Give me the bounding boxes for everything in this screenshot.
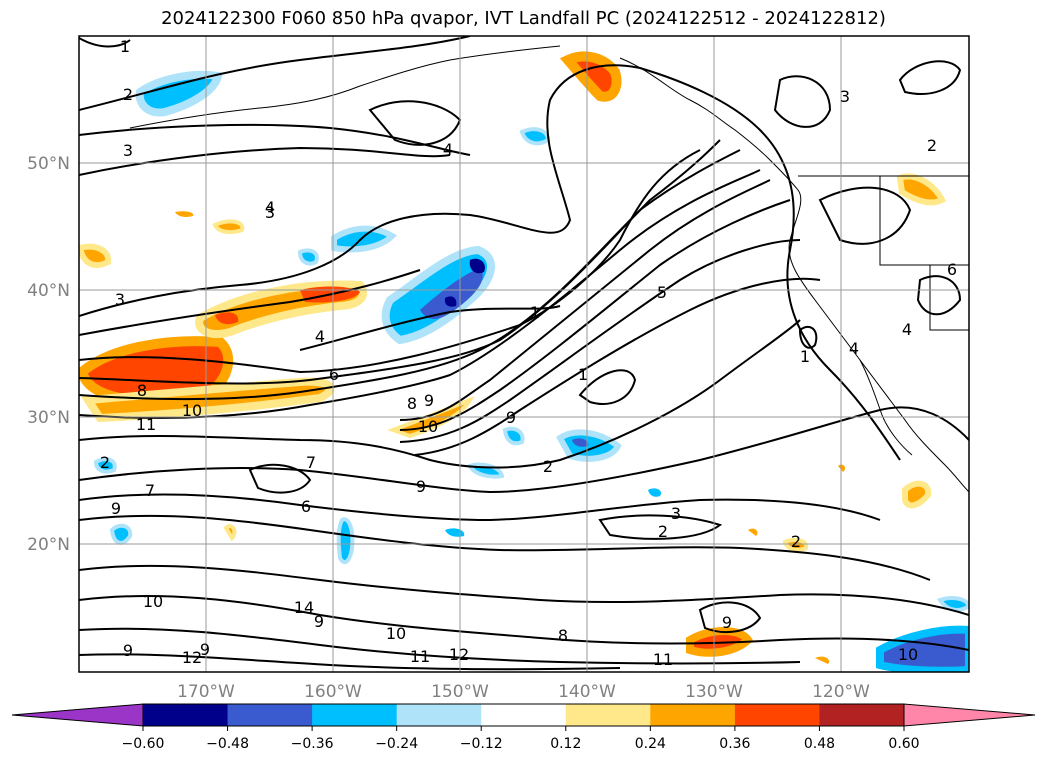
contour-label: 2 — [927, 136, 937, 155]
contour-label: 9 — [424, 391, 434, 410]
contour-label: 11 — [136, 415, 156, 434]
lon-label: 120°W — [812, 682, 870, 702]
latitude-labels: 50°N 40°N 30°N 20°N — [27, 154, 70, 555]
contour-label: 4 — [902, 320, 912, 339]
contour-label: 2 — [100, 453, 110, 472]
colorbar-extend-low — [11, 703, 144, 727]
colorbar-tick-label: 0.12 — [550, 736, 581, 752]
colorbar-segment — [565, 704, 651, 726]
colorbar-segment — [312, 704, 398, 726]
contour-label: 3 — [123, 141, 133, 160]
contour-label: 1 — [120, 37, 130, 56]
colorbar-segment — [227, 704, 313, 726]
colorbar-tick-label: 0.36 — [719, 736, 750, 752]
contour-label: 1 — [800, 347, 810, 366]
contour-label: 7 — [306, 453, 316, 472]
lon-label: 170°W — [177, 682, 235, 702]
contour-label: 3 — [671, 504, 681, 523]
contour-label: 2 — [543, 457, 553, 476]
contour-label: 4 — [849, 339, 859, 358]
contour-label: 10 — [182, 401, 202, 420]
colorbar-frame — [142, 703, 905, 727]
contour-label: 9 — [314, 612, 324, 631]
colorbar-segment — [734, 704, 820, 726]
lon-label: 130°W — [685, 682, 743, 702]
contour-label: 6 — [301, 497, 311, 516]
contour-label: 2 — [123, 85, 133, 104]
colorbar-tick-label: −0.24 — [375, 736, 418, 752]
contour-label: 3 — [115, 290, 125, 309]
contour-label: 9 — [416, 477, 426, 496]
contour-label: 2 — [658, 522, 668, 541]
colorbar-segment — [650, 704, 736, 726]
colorbar-segment — [396, 704, 482, 726]
colorbar-extend-high — [903, 703, 1036, 727]
colorbar-tick-label: 0.24 — [635, 736, 666, 752]
colorbar-tick-label: −0.36 — [291, 736, 334, 752]
contour-label: 9 — [111, 499, 121, 518]
colorbar — [11, 703, 1036, 727]
colorbar-ticks: −0.60 −0.48 −0.36 −0.24 −0.12 0.12 0.24 0.36 0.4… — [122, 726, 920, 752]
contour-label: 4 — [443, 140, 453, 159]
lat-label: 50°N — [27, 154, 70, 174]
contour-label: 8 — [558, 626, 568, 645]
ivt-contours — [79, 36, 969, 671]
contour-label: 6 — [947, 260, 957, 279]
colorbar-segment — [143, 704, 229, 726]
longitude-labels: 170°W 160°W 150°W 140°W 130°W 120°W — [177, 682, 870, 702]
map-title: 2024122300 F060 850 hPa qvapor, IVT Land… — [161, 8, 886, 29]
contour-label: 12 — [449, 645, 469, 664]
contour-label: 10 — [386, 624, 406, 643]
coastline — [129, 45, 969, 493]
contour-label: 12 — [182, 648, 202, 667]
colorbar-tick-label: 0.48 — [804, 736, 835, 752]
contour-label: 3 — [265, 203, 275, 222]
lon-label: 150°W — [431, 682, 489, 702]
contour-label: 8 — [407, 394, 417, 413]
gridlines — [79, 36, 969, 672]
lat-label: 40°N — [27, 281, 70, 301]
contour-label: 14 — [294, 598, 314, 617]
contour-label: 4 — [315, 327, 325, 346]
colorbar-tick-label: −0.12 — [460, 736, 503, 752]
contour-label: 2 — [791, 532, 801, 551]
qvapor-shading — [79, 51, 969, 672]
colorbar-tick-label: 0.60 — [888, 736, 919, 752]
contour-label: 9 — [506, 408, 516, 427]
lon-label: 140°W — [558, 682, 616, 702]
lon-label: 160°W — [304, 682, 362, 702]
contour-label: 9 — [722, 613, 732, 632]
contour-label: 1 — [578, 365, 588, 384]
contour-label: 9 — [200, 640, 210, 659]
colorbar-segment — [481, 704, 567, 726]
lat-label: 30°N — [27, 408, 70, 428]
contour-label: 3 — [840, 87, 850, 106]
contour-label: 9 — [123, 641, 133, 660]
contour-label: 11 — [653, 650, 673, 669]
colorbar-segment — [819, 704, 905, 726]
contour-label: 10 — [418, 417, 438, 436]
contour-label: 8 — [137, 381, 147, 400]
colorbar-tick-label: −0.60 — [122, 736, 165, 752]
contour-label: 10 — [898, 645, 918, 664]
contour-label: 1 — [530, 303, 540, 322]
map-frame — [78, 35, 970, 673]
contour-label: 7 — [145, 481, 155, 500]
contour-label: 5 — [657, 283, 667, 302]
contour-label: 11 — [410, 647, 430, 666]
contour-label: 4 — [265, 198, 275, 217]
contour-label: 10 — [143, 592, 163, 611]
lat-label: 20°N — [27, 535, 70, 555]
contour-label: 6 — [329, 365, 339, 384]
colorbar-tick-label: −0.48 — [206, 736, 249, 752]
